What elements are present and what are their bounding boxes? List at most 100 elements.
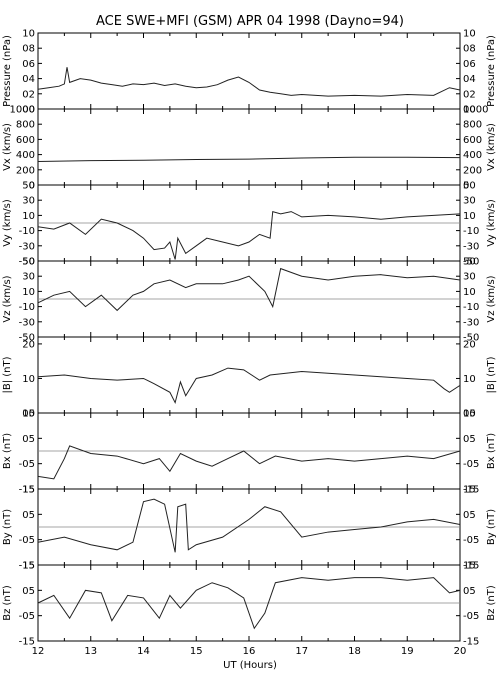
y-tick-label-right: 06 (463, 59, 476, 70)
y-tick-label-right: -30 (463, 317, 479, 328)
y-tick-label-right: -15 (463, 485, 479, 496)
x-tick-label: 16 (243, 646, 256, 657)
y-tick-label-left: 400 (16, 150, 35, 161)
y-axis-label-right-vx: Vx (km/s) (486, 123, 497, 171)
y-axis-label-left-bx: Bx (nT) (2, 433, 13, 469)
y-tick-label-right: 400 (463, 150, 482, 161)
y-tick-label-left: -50 (19, 257, 35, 268)
y-axis-label-right-bz: Bz (nT) (486, 585, 497, 621)
panel-vy: -50 -50 -30 -30 -10 -10 10 10 30 30 50 50 Vy (km/s) V… (2, 181, 497, 268)
y-tick-label-left: -15 (19, 637, 35, 648)
y-tick-label-right: -50 (463, 333, 479, 344)
chart-title: ACE SWE+MFI (GSM) APR 04 1998 (Dayno=94) (96, 14, 404, 29)
y-tick-label-right: 15 (463, 409, 476, 420)
y-tick-label-left: 50 (22, 181, 35, 192)
y-tick-label-right: 00 (463, 105, 476, 116)
y-tick-label-right: -15 (463, 561, 479, 572)
y-axis-label-right-by: By (nT) (486, 509, 497, 545)
x-tick-label: 17 (295, 646, 308, 657)
y-axis-label-left-vy: Vy (km/s) (2, 199, 13, 247)
panel-by: -15 -15 -05 -05 05 05 15 15 By (nT) By (nT) (2, 485, 497, 572)
y-tick-label-left: -50 (19, 333, 35, 344)
y-tick-label-right: 0 (463, 181, 469, 192)
series-line-bz (37, 577, 461, 630)
series-line-bx (37, 445, 461, 480)
y-tick-label-right: 1000 (463, 105, 488, 116)
x-tick-label: 14 (137, 646, 150, 657)
y-tick-label-right: -30 (463, 241, 479, 252)
y-tick-label-left: -10 (19, 226, 35, 237)
y-tick-label-right: 50 (463, 181, 476, 192)
y-tick-label-right: 15 (463, 561, 476, 572)
y-axis-label-right-vz: Vz (km/s) (486, 275, 497, 322)
y-axis-label-left-vx: Vx (km/s) (2, 123, 13, 171)
panel-frame-b (37, 336, 461, 414)
y-tick-label-right: 04 (463, 74, 476, 85)
y-tick-label-right: 10 (463, 374, 476, 385)
y-axis-label-left-pressure: Pressure (nPa) (2, 35, 13, 107)
y-tick-label-left: 02 (22, 89, 35, 100)
y-tick-label-left: 10 (22, 374, 35, 385)
y-tick-label-left: 15 (22, 485, 35, 496)
panel-frame-pressure (37, 32, 461, 110)
y-tick-label-right: 05 (463, 586, 476, 597)
panel-b: 00 00 10 10 20 20 |B| (nT) |B| (nT) (2, 336, 497, 420)
y-tick-label-right: 800 (463, 120, 482, 131)
y-axis-label-left-bz: Bz (nT) (2, 585, 13, 621)
y-tick-label-right: 15 (463, 485, 476, 496)
y-tick-label-left: 06 (22, 59, 35, 70)
series-line-pressure (37, 67, 461, 97)
y-tick-label-left: -30 (19, 317, 35, 328)
y-tick-label-left: 0 (29, 181, 35, 192)
y-tick-label-left: -05 (19, 611, 35, 622)
y-tick-label-right: 08 (463, 44, 476, 55)
y-tick-label-left: 04 (22, 74, 35, 85)
y-tick-label-right: 600 (463, 135, 482, 146)
y-tick-label-left: -15 (19, 485, 35, 496)
y-tick-label-left: 1000 (10, 105, 35, 116)
y-tick-label-left: 50 (22, 257, 35, 268)
panel-vz: -50 -50 -30 -30 -10 -10 10 10 30 30 50 50 Vz (km/s) V… (2, 257, 497, 344)
y-tick-label-left: -30 (19, 241, 35, 252)
y-tick-label-left: 600 (16, 135, 35, 146)
y-tick-label-right: 20 (463, 339, 476, 350)
y-tick-label-right: 30 (463, 272, 476, 283)
y-tick-label-left: 05 (22, 586, 35, 597)
y-tick-label-right: 00 (463, 409, 476, 420)
y-tick-label-right: 10 (463, 211, 476, 222)
x-tick-label: 20 (454, 646, 467, 657)
y-axis-label-left-by: By (nT) (2, 509, 13, 545)
y-tick-label-right: 10 (463, 29, 476, 40)
y-axis-label-left-b: |B| (nT) (2, 356, 13, 393)
series-line-by (37, 498, 461, 553)
y-tick-label-left: -10 (19, 302, 35, 313)
x-tick-label: 19 (401, 646, 414, 657)
y-tick-label-right: 50 (463, 257, 476, 268)
y-tick-label-right: -10 (463, 226, 479, 237)
y-tick-label-left: 20 (22, 339, 35, 350)
y-tick-label-right: 02 (463, 89, 476, 100)
y-tick-label-right: -05 (463, 611, 479, 622)
y-axis-label-right-bx: Bx (nT) (486, 433, 497, 469)
y-tick-label-left: 00 (22, 105, 35, 116)
x-tick-label: 12 (32, 646, 45, 657)
y-tick-label-left: -05 (19, 459, 35, 470)
y-tick-label-left: -05 (19, 535, 35, 546)
y-tick-label-left: 08 (22, 44, 35, 55)
y-axis-label-left-vz: Vz (km/s) (2, 275, 13, 322)
y-tick-label-left: 05 (22, 434, 35, 445)
x-tick-label: 13 (84, 646, 97, 657)
y-axis-label-right-b: |B| (nT) (486, 356, 497, 393)
series-line-vz (37, 267, 461, 312)
y-tick-label-left: 00 (22, 409, 35, 420)
y-tick-label-left: 15 (22, 561, 35, 572)
x-tick-label: 15 (190, 646, 203, 657)
y-tick-label-right: 30 (463, 196, 476, 207)
x-axis-label: UT (Hours) (223, 660, 277, 671)
y-tick-label-left: 10 (22, 287, 35, 298)
panel-pressure: 00 00 02 02 04 04 06 06 08 08 10 10 Pressure (nPa) Pr… (2, 29, 497, 116)
y-tick-label-right: 05 (463, 434, 476, 445)
